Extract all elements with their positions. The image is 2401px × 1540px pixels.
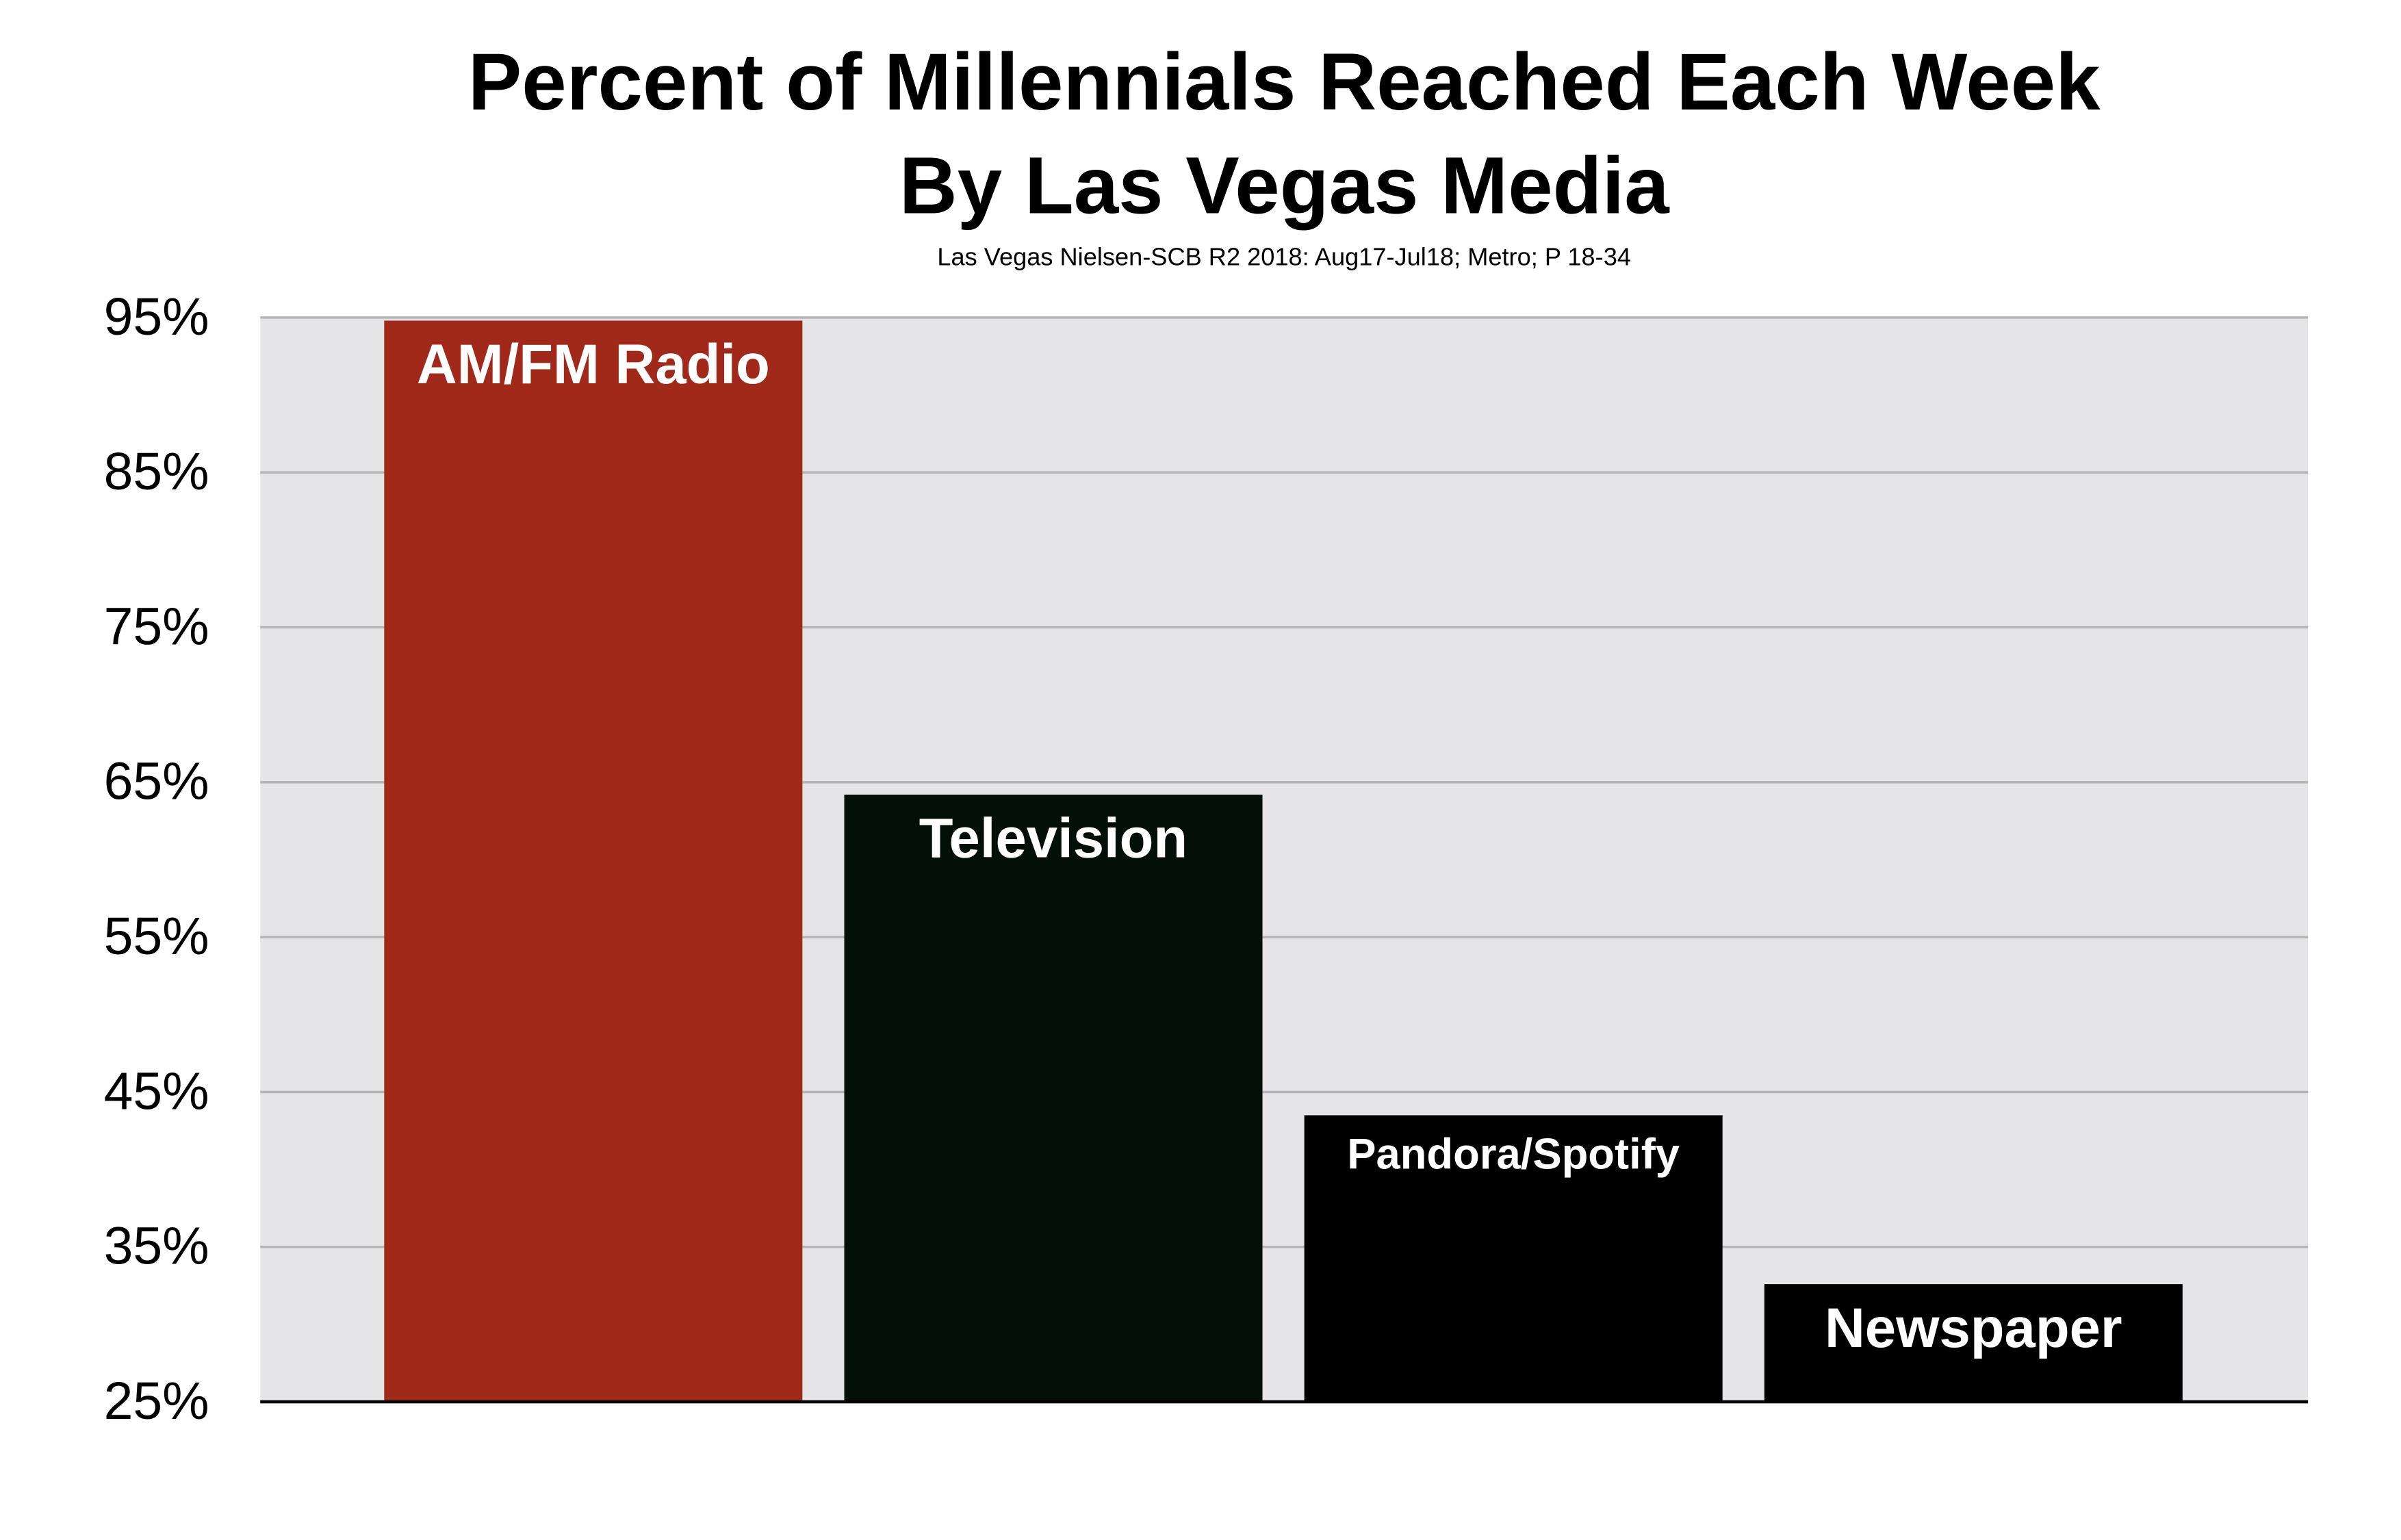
y-tick-label: 75%	[104, 597, 209, 656]
chart-title: By Las Vegas Media	[899, 140, 1671, 231]
bar-label: AM/FM Radio	[417, 333, 770, 396]
bar-label: Newspaper	[1825, 1297, 2122, 1359]
bar	[1304, 1115, 1723, 1402]
bar	[844, 794, 1263, 1402]
bar	[384, 320, 803, 1402]
bar-label: Pandora/Spotify	[1347, 1130, 1680, 1178]
y-tick-label: 45%	[104, 1062, 209, 1120]
y-tick-label: 95%	[104, 287, 209, 346]
y-tick-label: 35%	[104, 1217, 209, 1276]
y-tick-label: 55%	[104, 907, 209, 966]
chart-subtitle: Las Vegas Nielsen-SCB R2 2018: Aug17-Jul…	[937, 243, 1631, 271]
y-tick-label: 65%	[104, 752, 209, 811]
chart-title: Percent of Millennials Reached Each Week	[468, 36, 2101, 127]
y-tick-label: 25%	[104, 1372, 209, 1430]
y-tick-label: 85%	[104, 442, 209, 501]
bar	[1764, 1284, 2183, 1402]
bar-label: Television	[919, 808, 1187, 870]
